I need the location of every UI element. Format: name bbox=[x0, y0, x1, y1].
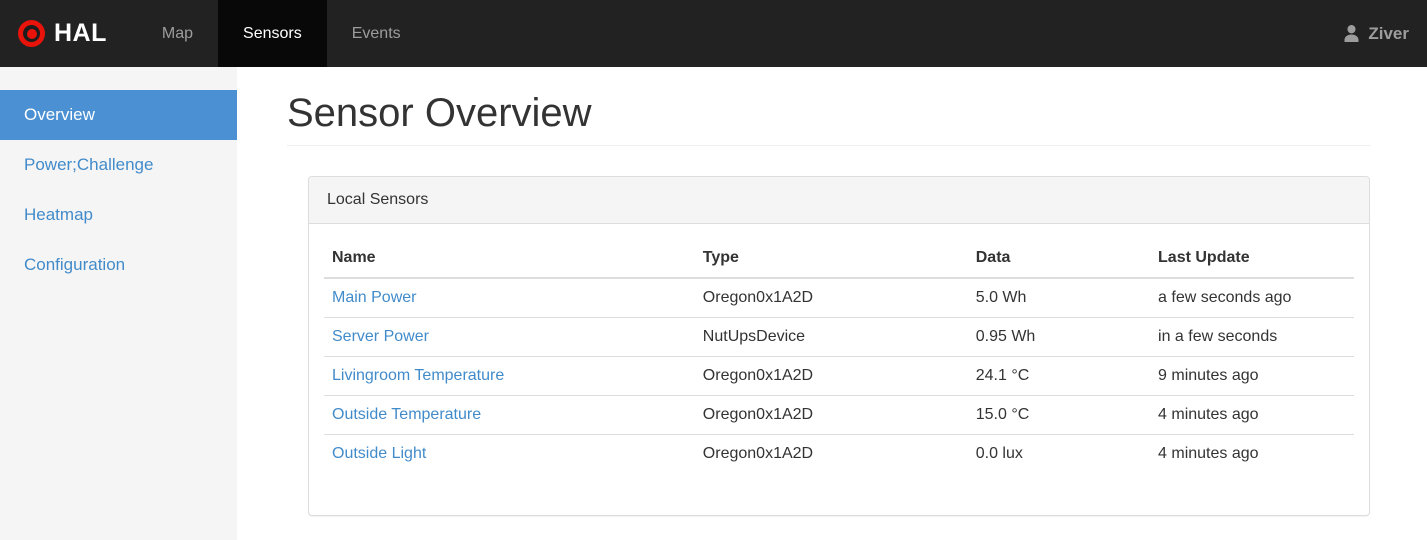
user-menu[interactable]: Ziver bbox=[1342, 0, 1427, 67]
column-header-last-update: Last Update bbox=[1150, 239, 1354, 279]
column-header-name: Name bbox=[324, 239, 695, 279]
table-row: Livingroom Temperature Oregon0x1A2D 24.1… bbox=[324, 356, 1354, 396]
table-row: Main Power Oregon0x1A2D 5.0 Wh a few sec… bbox=[324, 277, 1354, 318]
page-title: Sensor Overview bbox=[287, 91, 1370, 146]
sensor-type: NutUpsDevice bbox=[694, 317, 968, 357]
sensor-data: 15.0 °C bbox=[967, 395, 1151, 435]
local-sensors-panel: Local Sensors Name Type Data Last Update bbox=[308, 176, 1370, 516]
page-body: Overview Power;Challenge Heatmap Configu… bbox=[0, 67, 1427, 540]
sensor-data: 5.0 Wh bbox=[967, 277, 1151, 318]
sensor-type: Oregon0x1A2D bbox=[694, 277, 968, 318]
sensor-link-main-power[interactable]: Main Power bbox=[332, 289, 417, 306]
sidebar-item-overview[interactable]: Overview bbox=[0, 90, 237, 140]
sensor-data: 0.95 Wh bbox=[967, 317, 1151, 357]
sensor-last-update: a few seconds ago bbox=[1150, 277, 1354, 318]
sensor-link-outside-light[interactable]: Outside Light bbox=[332, 445, 427, 462]
sidebar: Overview Power;Challenge Heatmap Configu… bbox=[0, 67, 237, 540]
sensor-link-livingroom-temperature[interactable]: Livingroom Temperature bbox=[332, 367, 505, 384]
sensor-type: Oregon0x1A2D bbox=[694, 395, 968, 435]
sidebar-item-power-challenge[interactable]: Power;Challenge bbox=[24, 155, 154, 174]
panel-title: Local Sensors bbox=[309, 177, 1369, 224]
top-navbar: HAL Map Sensors Events Ziver bbox=[0, 0, 1427, 67]
column-header-data: Data bbox=[967, 239, 1151, 279]
nav-tab-sensors[interactable]: Sensors bbox=[218, 0, 327, 67]
sensor-type: Oregon0x1A2D bbox=[694, 356, 968, 396]
sidebar-item-configuration[interactable]: Configuration bbox=[24, 255, 126, 274]
nav-tab-events[interactable]: Events bbox=[351, 24, 401, 42]
user-icon bbox=[1342, 24, 1361, 43]
panel-body: Name Type Data Last Update Main Power Or… bbox=[309, 224, 1369, 515]
navbar-tabs: Map Sensors Events bbox=[137, 0, 426, 67]
sensor-last-update: 4 minutes ago bbox=[1150, 395, 1354, 435]
table-row: Outside Temperature Oregon0x1A2D 15.0 °C… bbox=[324, 395, 1354, 435]
sensor-type: Oregon0x1A2D bbox=[694, 434, 968, 473]
nav-tab-map[interactable]: Map bbox=[161, 24, 194, 42]
sensor-last-update: in a few seconds bbox=[1150, 317, 1354, 357]
sidebar-item-heatmap[interactable]: Heatmap bbox=[24, 205, 93, 224]
table-header-row: Name Type Data Last Update bbox=[324, 239, 1354, 279]
brand-title: HAL bbox=[54, 19, 107, 47]
sensor-data: 0.0 lux bbox=[967, 434, 1151, 473]
hal-bullseye-logo-icon bbox=[18, 20, 45, 47]
table-row: Outside Light Oregon0x1A2D 0.0 lux 4 min… bbox=[324, 434, 1354, 473]
sensors-table: Name Type Data Last Update Main Power Or… bbox=[324, 239, 1354, 473]
brand[interactable]: HAL bbox=[0, 0, 137, 67]
sensor-link-server-power[interactable]: Server Power bbox=[332, 328, 429, 345]
sensor-last-update: 9 minutes ago bbox=[1150, 356, 1354, 396]
sensor-last-update: 4 minutes ago bbox=[1150, 434, 1354, 473]
sensor-link-outside-temperature[interactable]: Outside Temperature bbox=[332, 406, 482, 423]
column-header-type: Type bbox=[694, 239, 968, 279]
user-name: Ziver bbox=[1368, 23, 1409, 43]
table-row: Server Power NutUpsDevice 0.95 Wh in a f… bbox=[324, 317, 1354, 357]
sensor-data: 24.1 °C bbox=[967, 356, 1151, 396]
main-content: Sensor Overview Local Sensors Name Type … bbox=[237, 67, 1427, 540]
